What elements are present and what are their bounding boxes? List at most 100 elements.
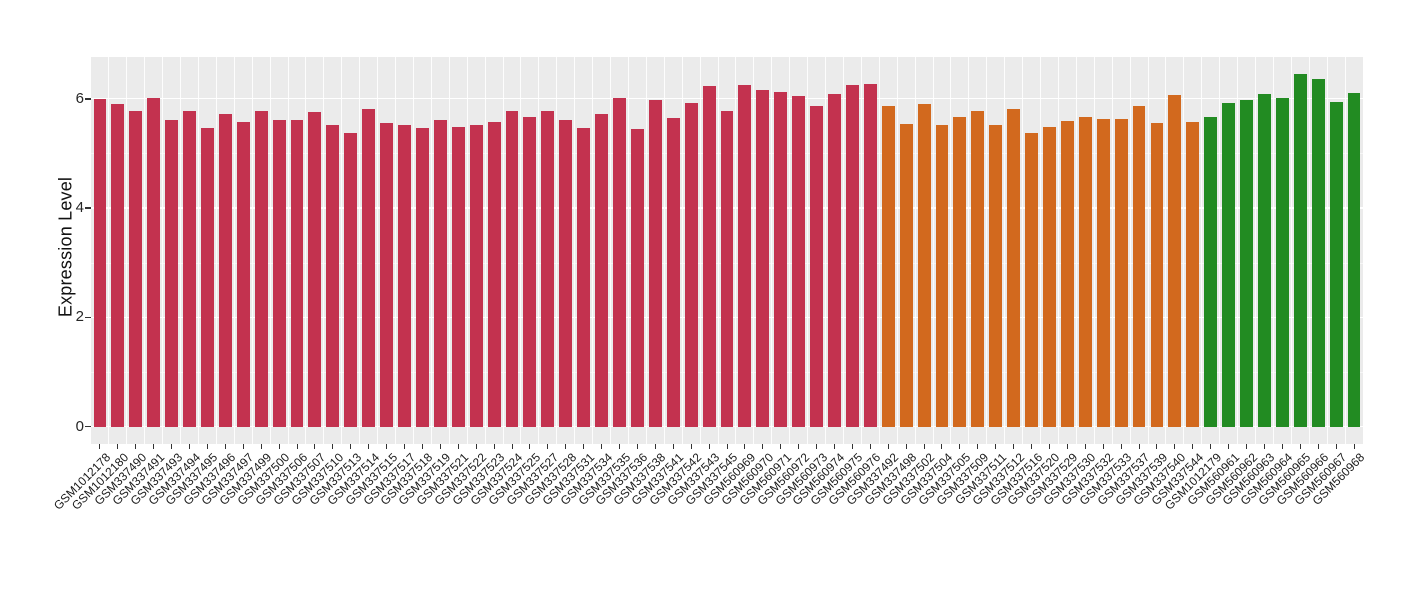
vertical-gridline [1326,57,1328,444]
x-tick-mark [583,444,585,449]
vertical-gridline [1308,57,1310,444]
bar-GSM337522 [469,125,483,427]
x-tick-mark [529,444,531,449]
bar-GSM337542 [684,103,698,427]
x-tick-mark [153,444,155,449]
vertical-gridline [1147,57,1149,444]
x-tick-mark [744,444,746,449]
vertical-gridline [430,57,432,444]
x-tick-mark [869,444,871,449]
x-tick-mark [547,444,549,449]
vertical-gridline [1111,57,1113,444]
vertical-gridline [144,57,146,444]
bar-GSM337539 [1150,122,1164,427]
plot-panel [91,57,1363,444]
vertical-gridline [448,57,450,444]
vertical-gridline [789,57,791,444]
bar-GSM560972 [792,96,806,427]
vertical-gridline [484,57,486,444]
x-tick-mark [798,444,800,449]
bar-GSM337523 [487,121,501,427]
vertical-gridline [359,57,361,444]
bar-GSM337498 [899,123,913,427]
x-tick-mark [923,444,925,449]
y-tick-mark [85,316,91,319]
vertical-gridline [1093,57,1095,444]
x-tick-mark [672,444,674,449]
vertical-gridline [663,57,665,444]
y-tick-label: 2 [75,308,84,326]
x-tick-mark [511,444,513,449]
x-tick-mark [708,444,710,449]
vertical-gridline [377,57,379,444]
bar-GSM1012180 [111,104,125,427]
bar-GSM560970 [756,90,770,427]
x-tick-mark [1031,444,1033,449]
vertical-gridline [269,57,271,444]
x-tick-mark [457,444,459,449]
vertical-gridline [825,57,827,444]
bar-GSM337505 [953,116,967,427]
y-tick-label: 6 [75,89,84,107]
vertical-gridline [341,57,343,444]
vertical-gridline [162,57,164,444]
bar-GSM1012178 [93,99,107,427]
vertical-gridline [1272,57,1274,444]
vertical-gridline [932,57,934,444]
vertical-gridline [556,57,558,444]
x-tick-mark [780,444,782,449]
y-tick-mark [85,98,91,100]
x-tick-mark [1281,444,1283,449]
bar-GSM560976 [863,84,877,427]
bar-GSM337520 [1043,126,1056,427]
x-tick-mark [135,444,137,449]
bar-GSM337540 [1168,94,1182,427]
x-tick-mark [1156,444,1158,449]
bar-GSM337496 [218,114,232,427]
bar-GSM337515 [380,123,394,427]
bar-GSM337532 [1096,119,1110,427]
vertical-gridline [323,57,325,444]
x-tick-mark [350,444,352,449]
bar-GSM337543 [702,86,716,427]
bar-GSM560961 [1222,102,1236,427]
vertical-gridline [197,57,199,444]
bar-GSM337494 [183,110,196,427]
x-tick-mark [1210,444,1212,449]
bar-GSM337511 [989,124,1003,427]
bar-GSM560965 [1293,74,1307,427]
vertical-gridline [753,57,755,444]
bar-GSM337534 [595,114,609,427]
x-tick-mark [1263,444,1265,449]
vertical-gridline [287,57,289,444]
bar-GSM337516 [1025,132,1038,427]
bar-GSM337535 [613,98,626,427]
vertical-gridline [574,57,576,444]
x-tick-mark [995,444,997,449]
vertical-gridline [842,57,844,444]
bar-GSM337533 [1114,119,1128,427]
x-tick-mark [690,444,692,449]
x-tick-mark [1066,444,1068,449]
bar-GSM337497 [236,122,250,427]
bar-GSM560966 [1311,78,1325,427]
x-tick-mark [959,444,961,449]
vertical-gridline [1219,57,1221,444]
y-tick-label: 0 [75,417,84,435]
bar-GSM337527 [541,110,555,427]
vertical-gridline [1344,57,1346,444]
bar-GSM337519 [433,119,447,427]
vertical-gridline [126,57,128,444]
x-tick-mark [1299,444,1301,449]
x-tick-mark [1138,444,1140,449]
vertical-gridline [627,57,629,444]
bar-GSM337490 [129,110,143,427]
vertical-gridline [108,57,110,444]
vertical-gridline [233,57,235,444]
x-tick-mark [1084,444,1086,449]
vertical-gridline [215,57,217,444]
x-tick-mark [475,444,477,449]
vertical-gridline [1057,57,1059,444]
x-tick-mark [905,444,907,449]
bar-GSM337529 [1060,120,1074,427]
